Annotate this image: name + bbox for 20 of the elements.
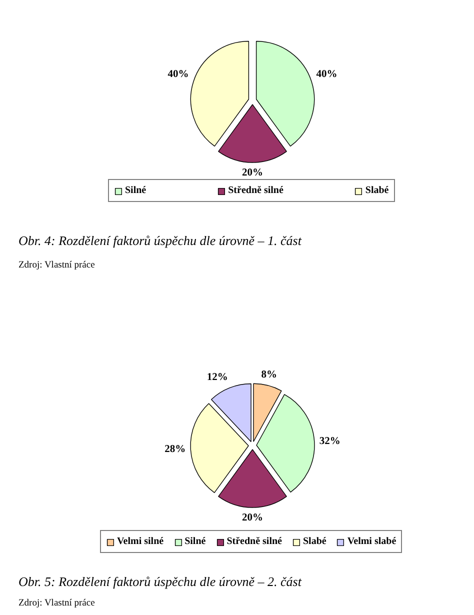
text: Zdroj: Vlastní práce bbox=[18, 260, 95, 270]
data-label: 20% bbox=[242, 168, 263, 178]
data-label: 40% bbox=[316, 68, 338, 80]
legend-label: Slabé bbox=[302, 536, 326, 547]
data-label: 32% bbox=[319, 436, 340, 447]
text: Obr. 5: Rozdělení faktorů úspěchu dle úrovně – 2. část bbox=[18, 574, 302, 589]
legend-label: Středně silné bbox=[226, 536, 282, 547]
data-label: 12% bbox=[206, 372, 228, 384]
legend-label: Středně silné bbox=[228, 185, 284, 196]
text: Zdroj: Vlastní práce bbox=[18, 598, 95, 608]
legend-label: Silné bbox=[184, 536, 206, 547]
legend-label: Velmi silné bbox=[117, 536, 164, 547]
legend-label: Velmi slabé bbox=[347, 536, 396, 547]
data-label: 8% bbox=[261, 370, 278, 381]
data-label: 28% bbox=[164, 444, 186, 456]
text: Obr. 4: Rozdělení faktorů úspěchu dle úrovně – 1. část bbox=[18, 233, 302, 248]
legend-label: Silné bbox=[125, 185, 146, 196]
legend-label: Slabé bbox=[365, 185, 389, 196]
data-label: 40% bbox=[168, 68, 189, 80]
data-label: 20% bbox=[242, 512, 263, 524]
